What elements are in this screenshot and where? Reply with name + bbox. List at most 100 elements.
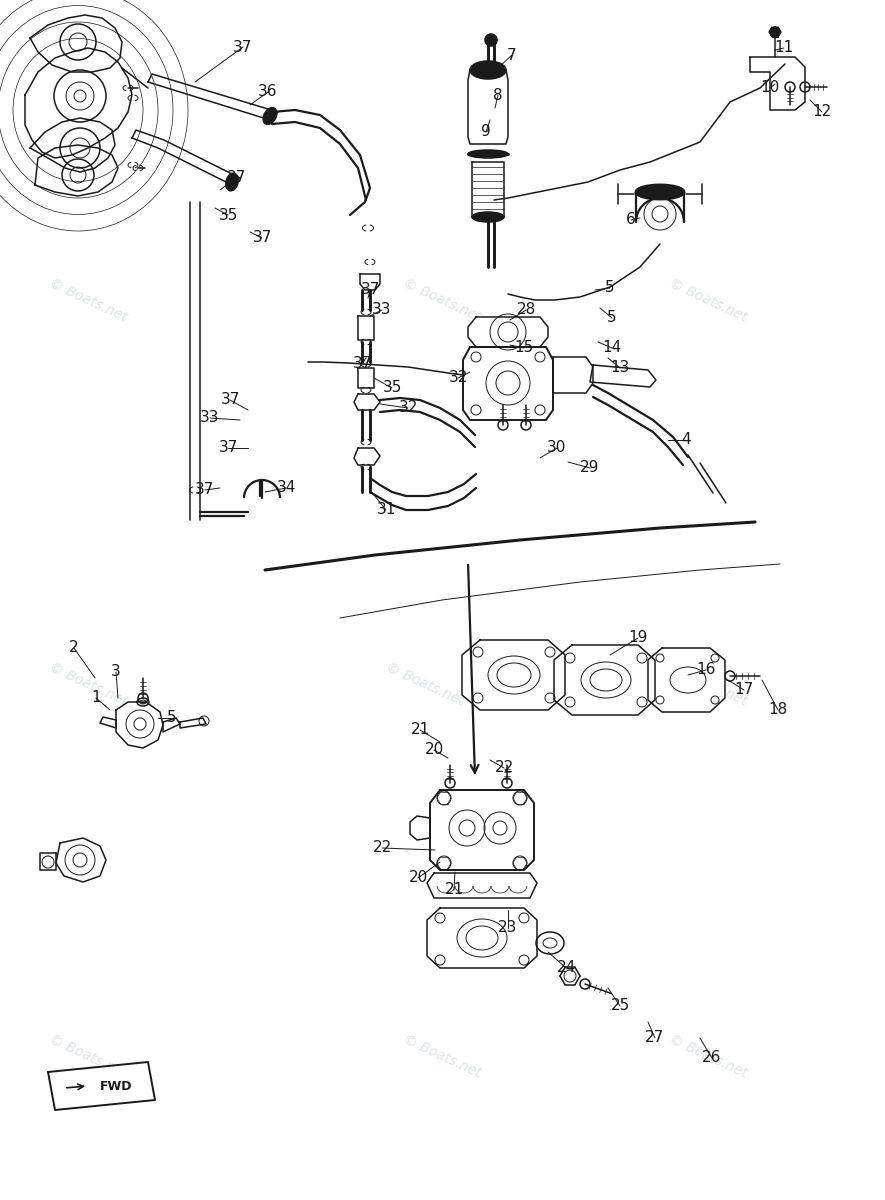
Text: 17: 17 [735,683,754,697]
Text: 4: 4 [681,432,691,448]
Text: 37: 37 [252,230,272,246]
Text: 30: 30 [547,440,566,456]
Text: 22: 22 [495,761,513,775]
Text: 5: 5 [607,311,617,325]
Circle shape [485,34,497,46]
Text: © Boats.net: © Boats.net [666,660,750,708]
Polygon shape [427,874,537,898]
Text: 2: 2 [69,641,79,655]
Text: 37: 37 [220,392,240,408]
Text: 18: 18 [768,702,788,718]
Text: © Boats.net: © Boats.net [383,660,466,708]
Polygon shape [30,118,115,172]
Polygon shape [163,718,180,732]
Polygon shape [148,74,278,120]
Text: 31: 31 [376,503,396,517]
Text: 32: 32 [398,401,418,415]
Polygon shape [468,317,548,347]
Text: 32: 32 [449,371,467,385]
Text: 37: 37 [227,170,246,186]
Ellipse shape [263,108,277,125]
Polygon shape [360,274,380,290]
Ellipse shape [770,26,780,37]
Polygon shape [354,394,380,410]
Text: 37: 37 [352,356,372,372]
Text: 23: 23 [498,920,518,936]
Text: 12: 12 [812,104,832,120]
Text: 16: 16 [696,662,716,678]
Polygon shape [590,365,656,386]
Text: 29: 29 [581,461,600,475]
Text: 35: 35 [382,380,402,396]
Text: 13: 13 [611,360,630,376]
Text: 10: 10 [760,80,780,96]
Text: 8: 8 [493,88,503,102]
Text: 33: 33 [200,410,219,426]
Text: 21: 21 [411,722,429,738]
Polygon shape [354,448,380,464]
Ellipse shape [636,185,684,199]
Text: 1: 1 [91,690,101,706]
Polygon shape [180,718,206,728]
Text: 28: 28 [516,302,535,318]
Polygon shape [462,640,565,710]
Text: 27: 27 [645,1031,665,1045]
Polygon shape [430,790,534,870]
Ellipse shape [226,173,238,191]
Ellipse shape [470,61,506,79]
Polygon shape [427,908,537,968]
Text: 21: 21 [444,882,464,898]
Text: 6: 6 [626,212,636,228]
Text: 35: 35 [219,208,238,222]
Text: 9: 9 [481,125,491,139]
Polygon shape [472,162,504,217]
Text: 11: 11 [774,41,794,55]
Polygon shape [100,716,116,728]
Text: 36: 36 [258,84,278,100]
Text: 20: 20 [408,870,427,886]
Text: 5: 5 [605,281,615,295]
Text: 34: 34 [276,480,296,496]
Text: 37: 37 [219,440,238,456]
Polygon shape [56,838,106,882]
Polygon shape [25,48,132,158]
Polygon shape [30,14,122,72]
Text: 37: 37 [234,40,253,54]
Text: © Boats.net: © Boats.net [666,1032,750,1080]
Polygon shape [358,368,374,388]
Text: © Boats.net: © Boats.net [47,1032,130,1080]
Polygon shape [35,145,118,196]
Polygon shape [116,702,163,748]
Text: © Boats.net: © Boats.net [401,1032,484,1080]
Polygon shape [48,1062,155,1110]
Text: 19: 19 [628,630,648,646]
Ellipse shape [472,212,504,222]
Ellipse shape [468,150,508,158]
Text: 7: 7 [507,48,517,62]
Text: 26: 26 [703,1050,721,1066]
Text: 37: 37 [360,282,380,298]
Text: © Boats.net: © Boats.net [47,660,130,708]
Text: 14: 14 [603,341,621,355]
Text: © Boats.net: © Boats.net [401,276,484,324]
Text: 24: 24 [557,960,575,976]
Text: 22: 22 [373,840,392,856]
Polygon shape [750,56,805,110]
Polygon shape [648,648,725,712]
Text: 15: 15 [514,341,534,355]
Polygon shape [410,816,430,840]
Text: 33: 33 [373,302,392,318]
Text: © Boats.net: © Boats.net [666,276,750,324]
Text: 37: 37 [196,482,215,498]
Polygon shape [468,70,508,144]
Text: 25: 25 [611,998,629,1014]
Polygon shape [358,316,374,340]
Text: © Boats.net: © Boats.net [47,276,130,324]
Polygon shape [463,347,553,420]
Text: 5: 5 [167,710,177,726]
Polygon shape [553,358,593,392]
Text: FWD: FWD [100,1080,133,1093]
Text: 3: 3 [112,665,121,679]
Text: 20: 20 [425,743,443,757]
Polygon shape [132,130,240,185]
